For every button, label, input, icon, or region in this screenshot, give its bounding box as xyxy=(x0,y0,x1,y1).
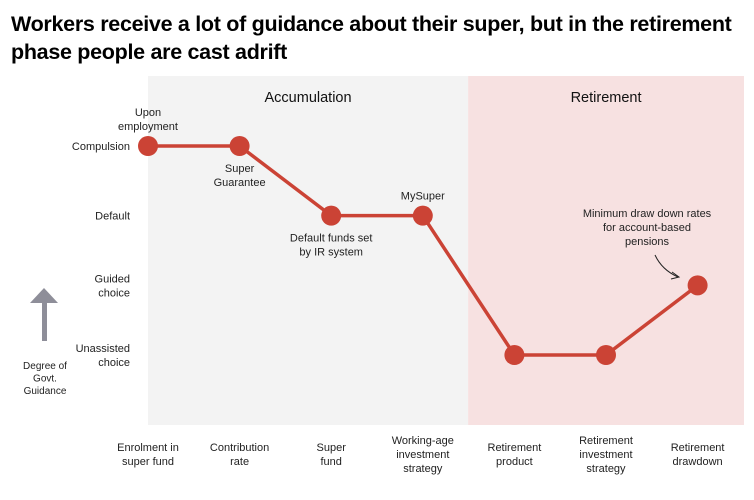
x-tick-label-retirement-product: Retirement product xyxy=(488,442,542,468)
annotation-line: Default funds set xyxy=(290,233,373,245)
annotation-line: Minimum draw down rates xyxy=(583,208,712,220)
annotation-line: by IR system xyxy=(299,247,363,259)
annotation-line: Upon xyxy=(135,107,161,119)
data-point-3 xyxy=(412,205,433,226)
phase-regions: Accumulation Retirement xyxy=(148,76,744,425)
data-point-4 xyxy=(504,345,525,365)
x-tick-label-line: super fund xyxy=(122,456,174,468)
x-tick-label-line: fund xyxy=(320,456,341,468)
data-point-5 xyxy=(596,345,616,365)
annotation-line: for account-based xyxy=(603,222,691,234)
x-tick-label-line: Super xyxy=(317,442,347,454)
y-tick-label-line: choice xyxy=(98,357,130,369)
x-tick-label-retirement-investment-strategy: Retirement investment strategy xyxy=(579,435,633,475)
x-tick-label-contribution-rate: Contribution rate xyxy=(210,442,269,468)
x-tick-label-enrolment-in-super-fund: Enrolment in super fund xyxy=(117,442,179,468)
y-tick-label-line: Default xyxy=(95,211,130,223)
point-annotations: Upon employment Super Guarantee Default fund… xyxy=(118,107,712,280)
annotation-line: Super xyxy=(225,163,255,175)
annotation-default-funds-set-by-ir-system: Default funds set by IR system xyxy=(290,233,373,259)
y-tick-label-default: Default xyxy=(95,211,130,223)
region-retirement xyxy=(468,76,744,425)
y-axis-title-line: Degree of xyxy=(23,361,67,372)
x-tick-label-line: strategy xyxy=(403,463,443,475)
y-tick-label-guided-choice: Guided choice xyxy=(95,273,130,299)
x-tick-label-line: strategy xyxy=(586,463,626,475)
y-tick-label-compulsion: Compulsion xyxy=(72,141,130,153)
y-axis: Unassisted choice Guided choice Default Compu… xyxy=(72,141,130,369)
x-tick-label-retirement-drawdown: Retirement drawdown xyxy=(671,442,725,468)
data-point-1 xyxy=(229,136,250,156)
region-label-retirement: Retirement xyxy=(571,90,642,106)
annotation-arrowhead-icon xyxy=(670,271,681,280)
annotation-super-guarantee: Super Guarantee xyxy=(214,163,266,189)
annotation-upon-employment: Upon employment xyxy=(118,107,178,133)
guidance-arrow xyxy=(30,288,58,341)
region-accumulation xyxy=(148,76,469,425)
x-tick-label-line: Retirement xyxy=(579,435,633,447)
annotation-line: Guarantee xyxy=(214,177,266,189)
y-axis-title-text: Degree of Govt. Guidance xyxy=(23,361,67,397)
annotation-minimum-draw-down-rates-for-account-based-pensions: Minimum draw down rates for account-based… xyxy=(583,208,712,248)
annotation-arrow-icon xyxy=(654,254,679,278)
data-point-6 xyxy=(687,275,708,296)
data-point-0 xyxy=(138,136,158,156)
x-tick-label-line: Retirement xyxy=(488,442,542,454)
y-axis-title-line: Guidance xyxy=(24,386,67,397)
series-line xyxy=(138,136,708,365)
annotation-mysuper: MySuper xyxy=(401,191,445,203)
annotation-line: MySuper xyxy=(401,191,445,203)
y-axis-title-line: Govt. xyxy=(33,374,57,385)
y-tick-label-line: Unassisted xyxy=(76,343,130,355)
y-tick-label-line: choice xyxy=(98,287,130,299)
data-point-2 xyxy=(321,205,342,226)
x-tick-label-line: Retirement xyxy=(671,442,725,454)
x-tick-label-line: investment xyxy=(579,449,632,461)
y-axis-title: Degree of Govt. Guidance xyxy=(23,361,67,397)
x-axis: Enrolment in super fund Contribution rate Su… xyxy=(117,435,724,475)
x-tick-label-line: Enrolment in xyxy=(117,442,179,454)
x-tick-label-line: investment xyxy=(396,449,449,461)
annotation-line: pensions xyxy=(625,236,670,248)
x-tick-label-working-age-investment-strategy: Working-age investment strategy xyxy=(392,435,454,475)
x-tick-label-line: drawdown xyxy=(673,456,723,468)
chart-title: Workers receive a lot of guidance about … xyxy=(11,12,732,64)
region-label-accumulation: Accumulation xyxy=(265,90,352,106)
y-tick-label-line: Compulsion xyxy=(72,141,130,153)
x-tick-label-line: rate xyxy=(230,456,249,468)
y-tick-label-unassisted-choice: Unassisted choice xyxy=(76,343,130,369)
x-tick-label-line: Contribution xyxy=(210,442,269,454)
x-tick-label-line: product xyxy=(496,456,533,468)
y-tick-label-line: Guided xyxy=(95,273,130,285)
x-tick-label-line: Working-age xyxy=(392,435,454,447)
annotation-line: employment xyxy=(118,121,178,133)
x-tick-label-super-fund: Super fund xyxy=(317,442,347,468)
arrow-up-icon xyxy=(30,288,58,341)
